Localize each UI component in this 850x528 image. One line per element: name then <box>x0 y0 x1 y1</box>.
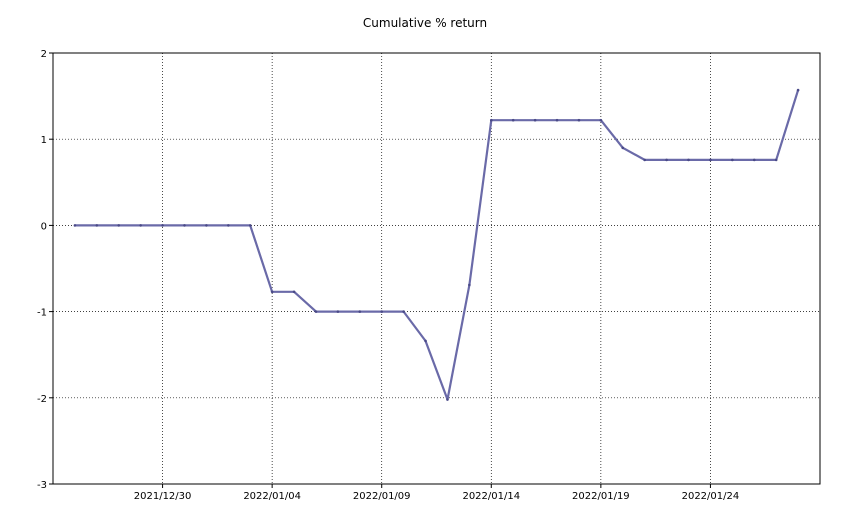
data-point <box>270 290 274 294</box>
y-tick-label: -2 <box>37 394 47 405</box>
data-point <box>161 224 164 227</box>
x-tick-label: 2022/01/19 <box>572 491 630 502</box>
data-point <box>643 158 646 162</box>
x-tick-label: 2022/01/24 <box>682 491 740 502</box>
data-point <box>424 339 427 343</box>
x-axis: 2021/12/30 2022/01/04 2022/01/09 2022/01/14… <box>134 484 739 502</box>
data-point <box>73 224 77 227</box>
data-point <box>139 224 142 227</box>
data-point <box>402 310 405 313</box>
data-point <box>227 224 230 227</box>
data-point <box>446 398 449 401</box>
data-point <box>599 118 603 122</box>
data-point <box>511 118 515 122</box>
data-point <box>577 118 581 122</box>
y-tick-label: 0 <box>41 221 47 232</box>
grid-layer <box>53 53 820 484</box>
data-point <box>621 146 625 150</box>
data-point <box>752 158 756 162</box>
data-point <box>489 118 493 122</box>
data-point <box>292 290 296 294</box>
data-point <box>774 158 778 162</box>
x-tick-label: 2022/01/09 <box>353 491 411 502</box>
data-point <box>555 118 559 122</box>
data-point <box>205 224 208 227</box>
chart-title: Cumulative % return <box>363 16 487 30</box>
x-tick-label: 2022/01/14 <box>462 491 520 502</box>
y-tick-label: -3 <box>37 480 47 491</box>
x-tick-label: 2021/12/30 <box>134 491 192 502</box>
data-point <box>709 158 712 162</box>
y-tick-label: -1 <box>37 308 47 319</box>
y-tick-label: 1 <box>41 135 47 146</box>
y-tick-label: 2 <box>41 49 47 60</box>
data-point <box>665 158 668 162</box>
plot-frame <box>52 52 821 485</box>
x-tick-label: 2022/01/04 <box>243 491 301 502</box>
data-point <box>336 310 340 313</box>
data-point <box>248 224 252 227</box>
data-point <box>358 310 362 313</box>
data-point <box>796 88 800 92</box>
data-point <box>687 158 690 162</box>
data-point <box>314 310 318 313</box>
data-point <box>731 158 734 162</box>
data-point <box>117 224 121 227</box>
data-point <box>95 224 99 227</box>
data-point <box>380 310 384 313</box>
series-line <box>74 89 800 401</box>
data-point <box>468 283 471 287</box>
series-layer <box>73 88 800 401</box>
data-point <box>183 224 186 227</box>
y-axis: -3 -2 -1 0 1 2 <box>37 49 53 491</box>
data-point <box>533 118 537 122</box>
